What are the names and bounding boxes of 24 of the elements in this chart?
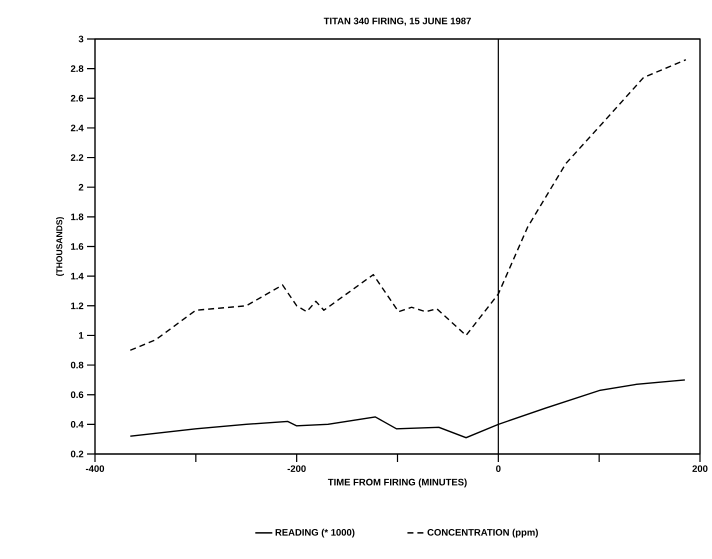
x-axis-title: TIME FROM FIRING (MINUTES) xyxy=(328,478,467,488)
y-tick-label: 1.2 xyxy=(71,302,84,310)
y-tick-label: 1 xyxy=(79,332,84,339)
y-tick-label: 2.8 xyxy=(70,65,84,72)
y-tick-label: 2.4 xyxy=(70,124,84,132)
legend-label: READING (* 1000) xyxy=(276,528,354,538)
y-tick-label: 0.8 xyxy=(70,362,84,368)
y-tick-label: 1.8 xyxy=(71,214,84,220)
y-tick-label: 1.6 xyxy=(71,243,84,250)
x-tick-label: -400 xyxy=(86,465,104,472)
y-tick-label: 2 xyxy=(78,184,84,191)
y-tick-label: 0.4 xyxy=(70,421,84,428)
y-tick-label: 0.2 xyxy=(70,450,84,458)
y-tick-label: 0.6 xyxy=(70,391,84,398)
y-tick-label: 3 xyxy=(78,36,84,42)
x-tick-label: 200 xyxy=(692,465,708,472)
y-tick-label: 2.6 xyxy=(70,94,84,102)
y-tick-label: 1.4 xyxy=(71,272,84,280)
x-tick-label: 0 xyxy=(496,465,501,472)
chart-title: TITAN 340 FIRING, 15 JUNE 1987 xyxy=(324,18,471,26)
y-tick-label: 2.2 xyxy=(70,154,84,161)
y-axis-title: (THOUSANDS) xyxy=(56,217,64,276)
x-tick-label: -200 xyxy=(288,465,306,472)
legend-label: CONCENTRATION (ppm) xyxy=(428,528,538,538)
